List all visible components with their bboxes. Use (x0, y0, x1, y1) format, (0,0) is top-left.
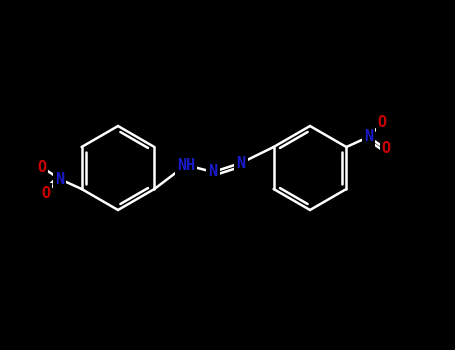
Text: O: O (37, 160, 46, 175)
Text: NH: NH (177, 158, 195, 173)
Text: N: N (364, 130, 373, 145)
Text: O: O (382, 141, 391, 156)
Text: N: N (55, 172, 64, 187)
Text: O: O (41, 186, 50, 201)
Text: N: N (237, 155, 246, 170)
Text: O: O (378, 116, 387, 131)
Text: N: N (208, 164, 217, 180)
